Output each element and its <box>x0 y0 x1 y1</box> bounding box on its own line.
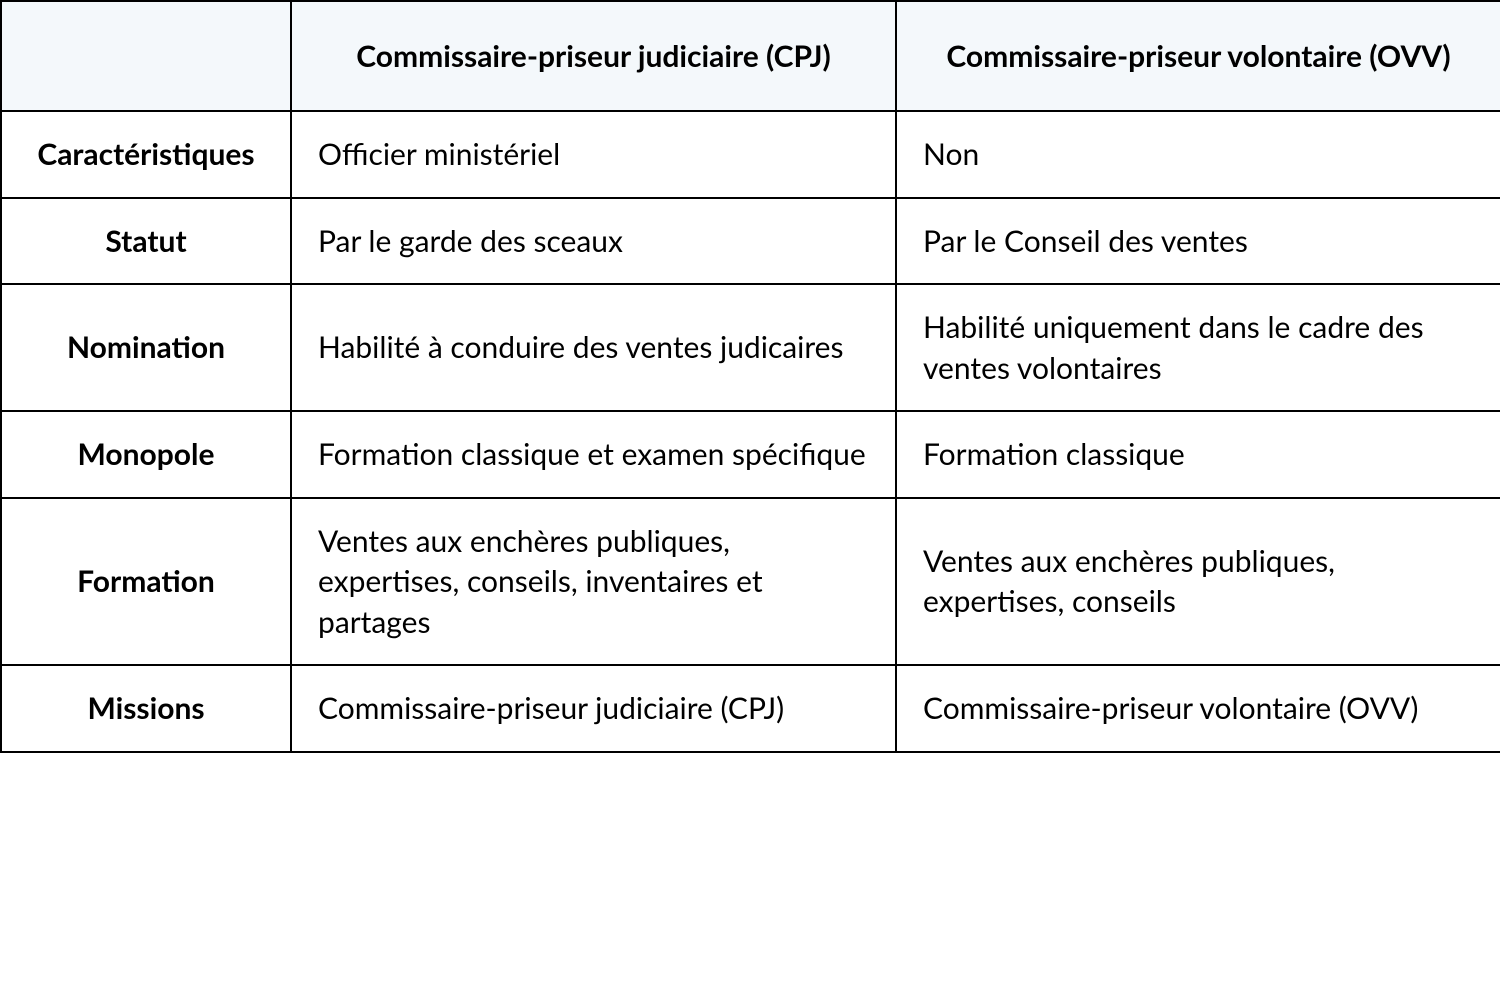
table-row: Formation Ventes aux enchères publiques,… <box>1 498 1500 666</box>
row-label: Caractéristiques <box>1 111 291 198</box>
table-row: Statut Par le garde des sceaux Par le Co… <box>1 198 1500 285</box>
cell-cpj: Habilité à conduire des ventes judicaire… <box>291 284 896 411</box>
comparison-table: Commissaire-priseur judiciaire (CPJ) Com… <box>0 0 1500 753</box>
table-row: Monopole Formation classique et examen s… <box>1 411 1500 498</box>
col-header-cpj: Commissaire-priseur judiciaire (CPJ) <box>291 1 896 111</box>
table-row: Caractéristiques Officier ministériel No… <box>1 111 1500 198</box>
cell-cpj: Par le garde des sceaux <box>291 198 896 285</box>
col-header-ovv: Commissaire-priseur volontaire (OVV) <box>896 1 1500 111</box>
row-label: Statut <box>1 198 291 285</box>
cell-ovv: Commissaire-priseur volontaire (OVV) <box>896 665 1500 752</box>
row-label: Nomination <box>1 284 291 411</box>
cell-cpj: Formation classique et examen spécifique <box>291 411 896 498</box>
row-label: Formation <box>1 498 291 666</box>
table-row: Nomination Habilité à conduire des vente… <box>1 284 1500 411</box>
cell-cpj: Commissaire-priseur judiciaire (CPJ) <box>291 665 896 752</box>
row-label: Monopole <box>1 411 291 498</box>
table-row: Missions Commissaire-priseur judiciaire … <box>1 665 1500 752</box>
cell-ovv: Formation classique <box>896 411 1500 498</box>
cell-ovv: Ventes aux enchères publiques, expertise… <box>896 498 1500 666</box>
cell-ovv: Non <box>896 111 1500 198</box>
cell-cpj: Ventes aux enchères publiques, expertise… <box>291 498 896 666</box>
cell-ovv: Habilité uniquement dans le cadre des ve… <box>896 284 1500 411</box>
col-header-empty <box>1 1 291 111</box>
cell-ovv: Par le Conseil des ventes <box>896 198 1500 285</box>
cell-cpj: Officier ministériel <box>291 111 896 198</box>
table-header-row: Commissaire-priseur judiciaire (CPJ) Com… <box>1 1 1500 111</box>
row-label: Missions <box>1 665 291 752</box>
